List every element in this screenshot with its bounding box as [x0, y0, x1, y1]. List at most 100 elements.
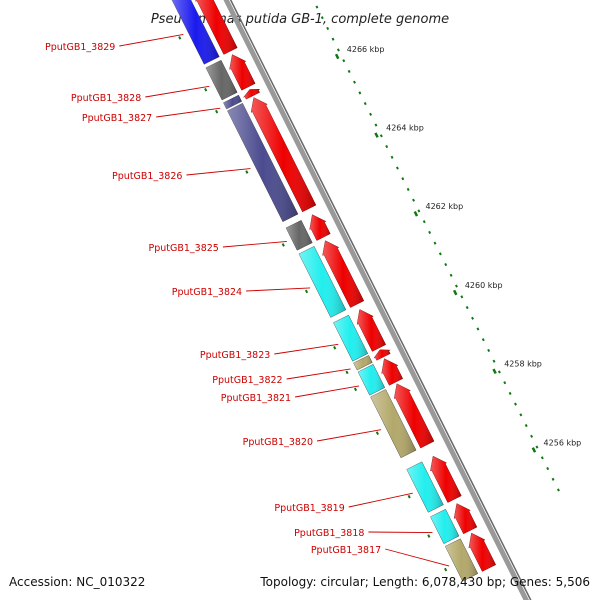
tick-label: 4260 kbp: [465, 281, 503, 290]
label-leader: [274, 343, 339, 355]
major-tick: [452, 289, 458, 296]
minor-tick: [449, 273, 453, 277]
minor-tick: [438, 252, 442, 256]
cds-arrow-shade: [251, 97, 316, 212]
cog-box-shade: [358, 364, 385, 396]
minor-tick: [481, 338, 485, 342]
major-tick: [413, 211, 419, 217]
cds-arrow-shade: [195, 0, 238, 55]
gene-tick: [345, 370, 349, 375]
cog-box-shade: [286, 220, 313, 251]
minor-tick: [508, 391, 512, 395]
gene-label: PputGB1_3822: [212, 375, 282, 386]
label-leader: [156, 107, 221, 118]
gene-label: PputGB1_3818: [294, 528, 364, 539]
minor-tick: [524, 424, 528, 428]
minor-tick: [390, 155, 394, 159]
cds-arrow-shade: [243, 89, 260, 100]
cog-box-shade: [430, 509, 459, 544]
minor-tick: [444, 263, 448, 267]
cog-box-shade: [333, 315, 368, 362]
label-leader: [246, 287, 311, 292]
cds-arrow-shade: [430, 456, 462, 503]
minor-tick: [551, 477, 555, 481]
minor-tick: [331, 37, 335, 41]
minor-tick: [320, 16, 324, 20]
label-leader: [348, 492, 413, 508]
tick-label: 4266 kbp: [347, 45, 385, 54]
gene-tick: [215, 109, 219, 114]
minor-tick: [460, 295, 464, 299]
minor-tick: [363, 102, 367, 106]
gene-label: PputGB1_3827: [82, 113, 152, 124]
gene-tick: [304, 289, 309, 294]
cog-box-shade: [353, 355, 373, 371]
minor-tick: [497, 370, 501, 374]
minor-tick: [455, 284, 458, 288]
gene-tick: [204, 87, 208, 92]
cog-box-shade: [171, 0, 220, 65]
minor-tick: [369, 112, 373, 116]
tick-label: 4256 kbp: [544, 438, 582, 447]
gene-tick: [427, 534, 431, 538]
minor-tick: [433, 241, 437, 245]
label-leader: [368, 531, 433, 534]
cds-arrow-shade: [357, 309, 386, 352]
minor-tick: [342, 59, 346, 63]
label-leader: [222, 241, 287, 248]
gene-label: PputGB1_3817: [311, 545, 381, 556]
label-leader: [119, 33, 184, 47]
accession-text: Accession: NC_010322: [9, 575, 145, 589]
minor-tick: [417, 209, 421, 213]
tick-label: 4262 kbp: [425, 202, 463, 211]
cds-arrow-shade: [394, 383, 434, 448]
cog-box-shade: [370, 389, 417, 458]
minor-tick: [465, 305, 469, 310]
minor-tick: [535, 445, 539, 449]
minor-tick: [503, 381, 507, 385]
gene-label: PputGB1_3819: [274, 503, 344, 514]
minor-tick: [476, 327, 480, 331]
backbone-line: [223, 0, 530, 600]
cds-arrow-shade: [322, 240, 364, 308]
cds-arrow-shade: [468, 533, 496, 572]
minor-tick: [556, 488, 560, 492]
minor-tick: [347, 69, 351, 73]
cds-arrow-shade: [229, 54, 256, 91]
cog-box-shade: [406, 461, 444, 513]
label-leader: [316, 429, 382, 442]
minor-tick: [514, 402, 517, 406]
gene-label: PputGB1_3823: [200, 350, 270, 361]
minor-tick: [379, 134, 383, 138]
minor-tick: [530, 434, 534, 438]
minor-tick: [315, 5, 319, 9]
gene-tick: [444, 567, 448, 572]
gene-label: PputGB1_3826: [112, 171, 182, 182]
minor-tick: [519, 413, 523, 417]
cds-arrow-shade: [374, 349, 391, 361]
gene-tick: [353, 387, 358, 392]
minor-tick: [471, 316, 475, 320]
cog-track: [171, 0, 479, 582]
ticks-layer: 4266 kbp 4264 kbp 4262 kbp 4260 kbp 4258 kbp…: [315, 5, 582, 492]
cds-arrow-shade: [454, 503, 477, 534]
minor-tick: [336, 48, 340, 52]
gene-tick: [407, 494, 411, 499]
minor-tick: [401, 177, 405, 181]
minor-tick: [395, 166, 399, 170]
gene-label: PputGB1_3820: [243, 437, 313, 448]
minor-tick: [487, 348, 491, 353]
gene-label: PputGB1_3821: [221, 393, 291, 404]
major-tick: [374, 132, 379, 138]
cds-track: [195, 0, 497, 572]
minor-tick: [540, 456, 544, 460]
gene-label: PputGB1_3828: [71, 93, 141, 104]
label-leader: [385, 548, 450, 567]
major-tick: [492, 368, 497, 375]
tick-label: 4264 kbp: [386, 124, 424, 133]
major-tick: [334, 53, 340, 60]
gene-label: PputGB1_3829: [45, 42, 115, 53]
minor-tick: [492, 359, 496, 363]
gene-label: PputGB1_3825: [149, 243, 219, 254]
